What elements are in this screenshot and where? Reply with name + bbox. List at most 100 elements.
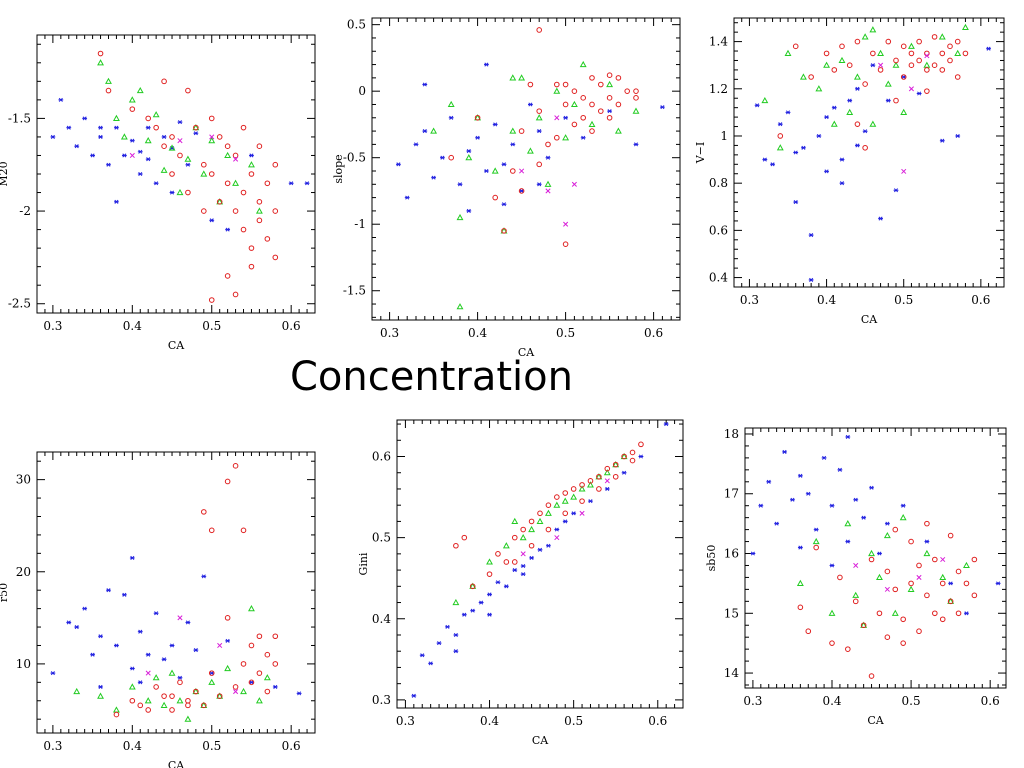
data-point-star <box>580 135 586 140</box>
data-point-circle <box>971 556 978 563</box>
data-point-star <box>816 133 822 139</box>
data-point-triangle <box>907 42 915 49</box>
data-point-triangle <box>456 213 464 221</box>
data-point-star <box>750 551 756 556</box>
data-point-circle <box>232 684 239 690</box>
data-point-triangle <box>509 127 517 134</box>
data-point-circle <box>232 208 239 214</box>
data-point-triangle <box>861 33 869 40</box>
data-point-circle <box>272 161 279 168</box>
data-point-star <box>808 277 814 282</box>
figure-title: Concentration <box>290 354 573 400</box>
y-tick-label: 1.4 <box>709 35 728 49</box>
x-tick-label: 0.6 <box>981 694 1000 708</box>
data-point-star <box>90 652 95 657</box>
data-point-star <box>487 592 492 597</box>
data-point-triangle <box>603 469 611 476</box>
data-point-cross <box>878 62 884 68</box>
data-point-triangle <box>184 155 192 162</box>
x-tick-label: 0.5 <box>894 293 913 307</box>
data-point-triangle <box>120 133 128 140</box>
data-point-circle <box>208 670 215 676</box>
data-point-triangle <box>553 501 561 508</box>
y-tick-label: 0 <box>358 84 366 98</box>
plot-sb50-svg: 0.3 0.4 0.5 0.6 18 17 16 15 14 CA sb50 <box>705 427 1007 727</box>
data-point-triangle <box>844 520 852 527</box>
data-point-star <box>901 74 907 80</box>
data-point-star <box>304 181 310 186</box>
data-point-circle <box>177 152 183 159</box>
data-point-circle <box>598 108 604 114</box>
data-point-circle <box>248 245 255 251</box>
data-point-star <box>114 643 119 648</box>
data-point-circle <box>528 518 535 525</box>
data-point-circle <box>272 208 279 214</box>
data-point-circle <box>633 88 639 94</box>
data-point-circle <box>900 640 906 646</box>
data-point-cross <box>579 510 585 516</box>
data-point-cross <box>233 688 239 695</box>
y-tick-label: 0.6 <box>372 450 391 464</box>
data-point-cross <box>604 478 610 484</box>
data-point-circle <box>240 226 247 233</box>
data-point-star <box>633 142 639 147</box>
data-point-star <box>98 125 103 130</box>
data-point-star <box>249 153 254 158</box>
data-point-circle <box>224 615 231 621</box>
data-point-circle <box>962 50 969 57</box>
data-point-star <box>74 144 80 149</box>
data-point-star <box>754 103 760 108</box>
data-point-circle <box>580 95 586 101</box>
y-tick-label: -1.5 <box>343 284 366 298</box>
data-point-circle <box>248 263 255 270</box>
data-point-circle <box>256 199 263 205</box>
data-point-star <box>821 455 827 460</box>
data-point-circle <box>562 241 569 247</box>
data-point-circle <box>224 273 231 279</box>
x-tick-label: 0.3 <box>396 714 415 728</box>
data-point-star <box>484 168 489 174</box>
data-point-circle <box>862 81 868 87</box>
data-point-triangle <box>830 120 838 127</box>
data-point-star <box>74 625 80 630</box>
data-point-triangle <box>868 549 875 557</box>
data-point-circle <box>846 62 853 68</box>
data-point-circle <box>272 254 279 261</box>
y-tick-label: -1 <box>354 217 366 231</box>
data-point-circle <box>876 610 883 617</box>
data-point-circle <box>908 62 915 68</box>
data-point-star <box>114 199 119 204</box>
data-point-triangle <box>136 86 144 94</box>
data-point-circle <box>837 574 843 581</box>
data-point-triangle <box>224 664 232 672</box>
plot-r50: 0.3 0.4 0.5 0.6 30 20 10 CA r50 <box>0 420 330 768</box>
data-point-circle <box>587 478 594 484</box>
data-point-star <box>422 129 428 134</box>
data-point-star <box>829 503 835 508</box>
data-point-circle <box>448 154 454 161</box>
data-point-circle <box>947 532 954 539</box>
data-point-triangle <box>452 598 460 606</box>
data-point-circle <box>248 679 255 686</box>
data-point-star <box>862 129 868 134</box>
data-point-circle <box>638 441 644 448</box>
data-point-circle <box>105 87 112 94</box>
data-point-circle <box>562 490 569 496</box>
data-point-star <box>428 661 434 666</box>
data-point-cross <box>145 670 151 676</box>
data-point-circle <box>932 610 938 617</box>
data-point-triangle <box>939 573 947 581</box>
data-point-circle <box>900 43 907 50</box>
data-point-triangle <box>255 207 263 214</box>
data-point-circle <box>193 688 199 695</box>
data-point-circle <box>900 74 907 80</box>
data-point-star <box>209 218 215 223</box>
data-point-star <box>50 671 56 676</box>
data-point-triangle <box>923 549 931 557</box>
data-point-circle <box>469 583 476 590</box>
data-point-star <box>66 125 72 130</box>
data-point-triangle <box>511 517 519 524</box>
data-point-star <box>82 116 88 121</box>
data-point-star <box>660 105 665 110</box>
data-point-triangle <box>884 80 892 87</box>
